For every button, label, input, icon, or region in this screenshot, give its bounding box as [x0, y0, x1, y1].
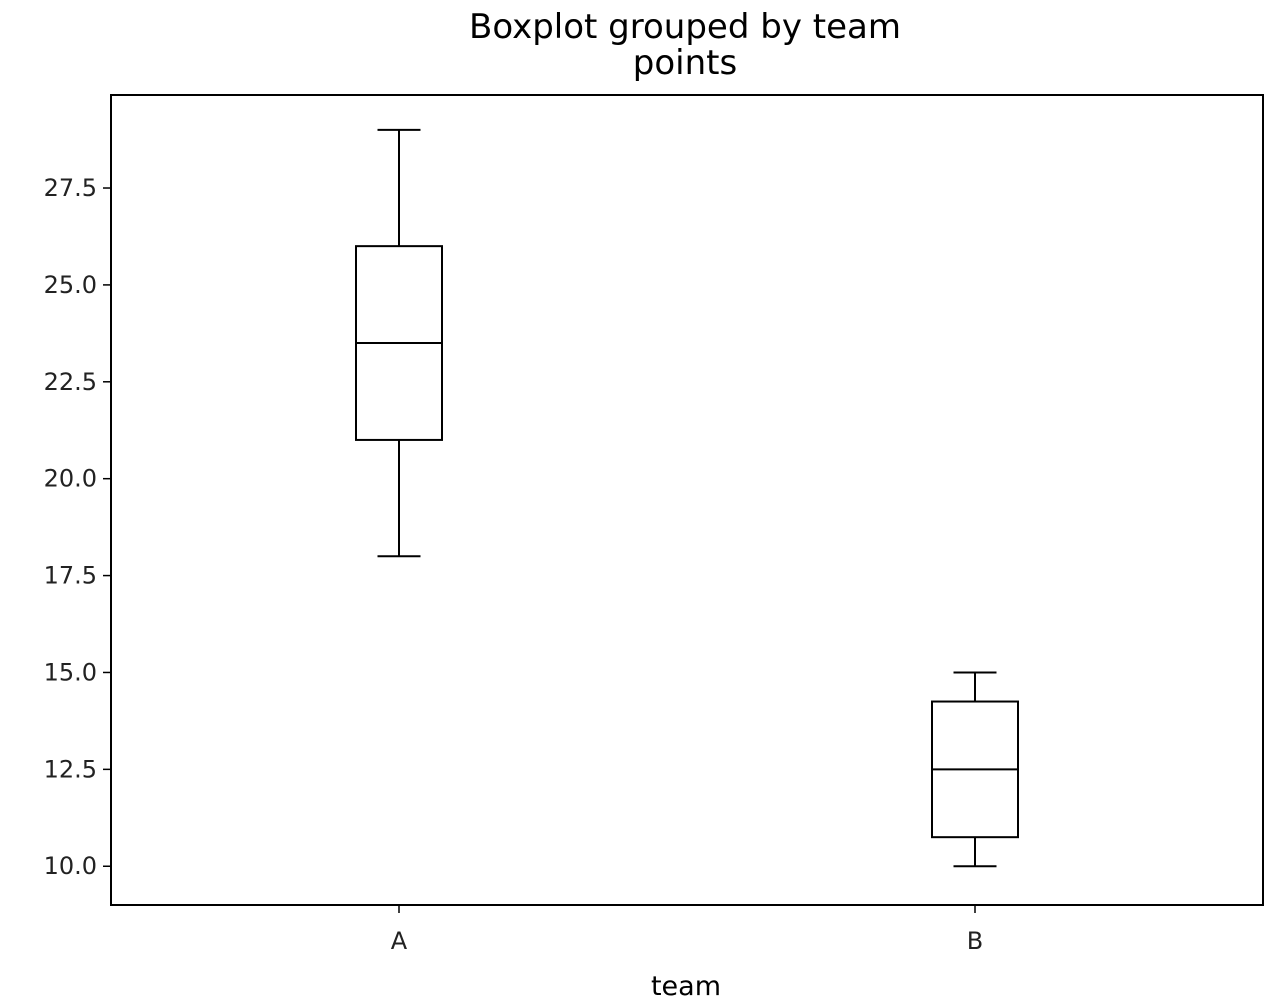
y-tick-label: 22.5 [44, 368, 97, 396]
y-tick-label: 15.0 [44, 658, 97, 686]
chart-subtitle: points [633, 43, 737, 83]
x-axis-label: team [651, 971, 721, 1002]
x-tick-label: B [967, 927, 983, 955]
y-tick-label: 20.0 [44, 465, 97, 493]
boxes-group [355, 128, 1019, 868]
y-tick-label: 25.0 [44, 271, 97, 299]
chart-title: Boxplot grouped by team [469, 7, 901, 47]
x-tick-label: A [391, 927, 408, 955]
box-b [931, 671, 1019, 868]
box-a [355, 128, 443, 558]
y-tick-label: 17.5 [44, 562, 97, 590]
y-tick-label: 27.5 [44, 174, 97, 202]
y-tick-label: 12.5 [44, 755, 97, 783]
plot-area-frame [110, 94, 1264, 906]
y-axis: 10.0 12.5 15.0 17.5 20.0 22.5 25.0 27.5 [44, 174, 111, 880]
y-tick-label: 10.0 [44, 852, 97, 880]
